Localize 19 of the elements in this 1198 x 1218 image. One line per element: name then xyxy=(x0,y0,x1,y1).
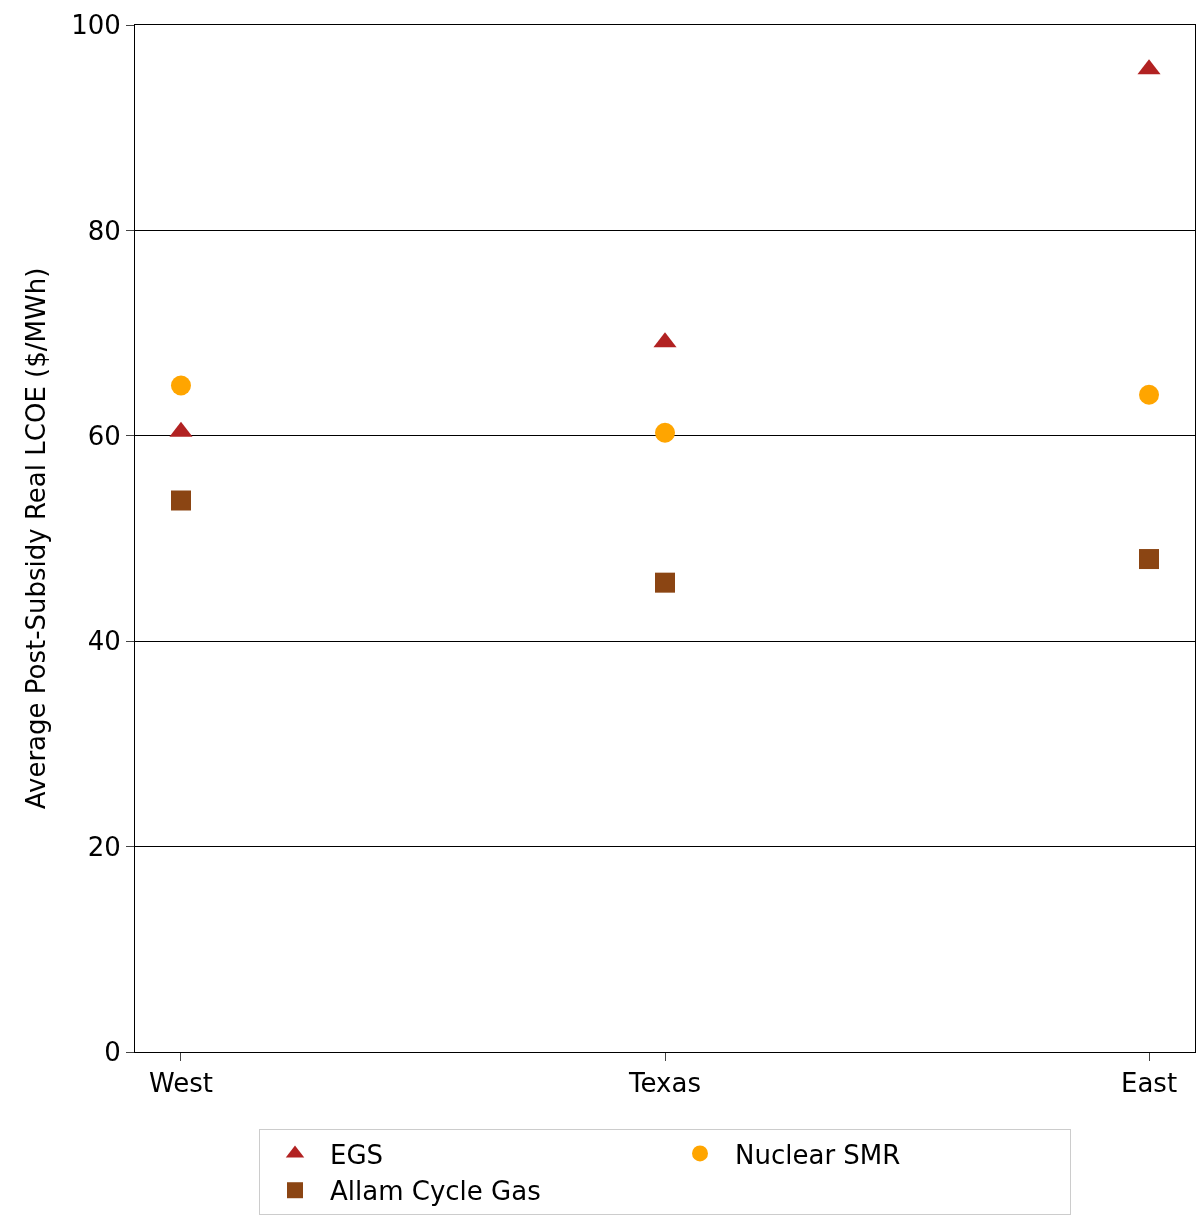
point xyxy=(655,572,675,593)
x-tick-label: East xyxy=(1120,1068,1178,1099)
y-tick-label: 0 xyxy=(104,1037,121,1068)
legend-label: EGS xyxy=(330,1139,384,1170)
point xyxy=(655,422,675,443)
y-tick-label: 60 xyxy=(87,420,121,451)
legend-label: Allam Cycle Gas xyxy=(330,1176,541,1207)
y-tick-label: 20 xyxy=(87,831,121,862)
legend-label: Nuclear SMR xyxy=(735,1139,901,1170)
y-tick-label: 80 xyxy=(87,215,121,246)
y-tick-label: 40 xyxy=(87,626,121,657)
point xyxy=(170,490,191,511)
x-tick-label: West xyxy=(149,1068,213,1099)
x-tick-label: Texas xyxy=(628,1068,701,1099)
point xyxy=(1139,549,1160,570)
point xyxy=(170,375,191,396)
point xyxy=(1139,384,1160,405)
y-axis-title: Average Post-Subsidy Real LCOE ($/MWh) xyxy=(20,267,51,810)
y-tick-label: 100 xyxy=(71,10,121,41)
